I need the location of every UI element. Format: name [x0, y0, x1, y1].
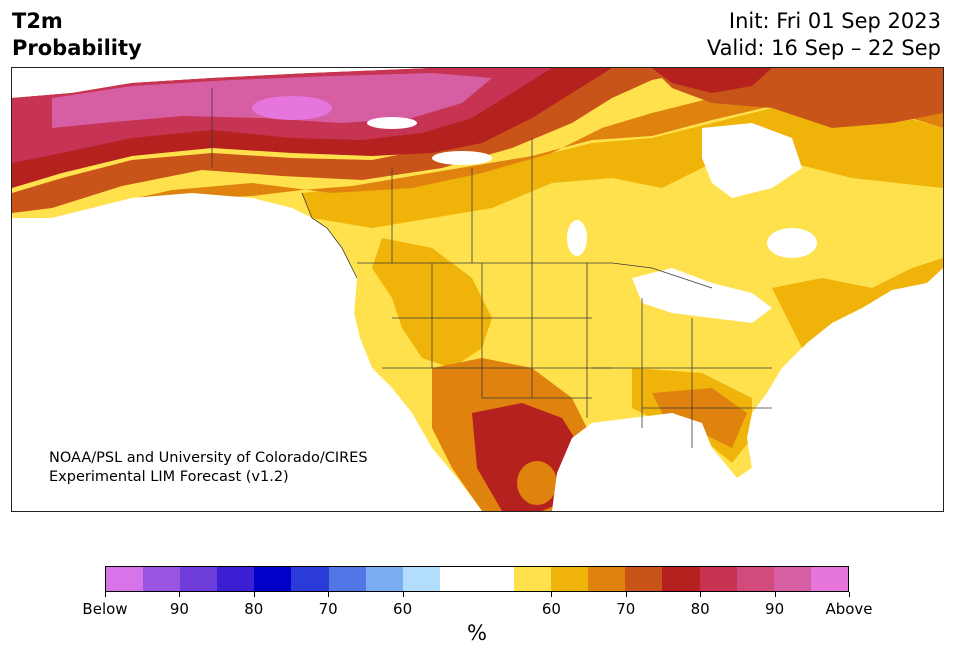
colorbar-tick-label: 80 — [244, 600, 264, 618]
map-title: T2m Probability — [12, 8, 142, 62]
lake-winnipeg — [567, 220, 587, 256]
great-slave-lake — [432, 151, 492, 165]
colorbar-segment — [514, 567, 552, 591]
colorbar-tick-mark — [700, 592, 702, 597]
atlantic-ocean — [747, 268, 943, 511]
james-bay-area — [767, 228, 817, 258]
credit-line-1: NOAA/PSL and University of Colorado/CIRE… — [49, 450, 368, 466]
colorbar-tick-mark — [328, 592, 330, 597]
colorbar-unit: % — [467, 621, 487, 645]
colorbar-tick-label: 70 — [616, 600, 636, 618]
colorbar-tick-label: Below — [82, 600, 128, 618]
gulf-of-mexico — [552, 413, 772, 511]
colorbar-segment — [773, 567, 811, 591]
colorbar-tick-label: 70 — [318, 600, 338, 618]
colorbar-tick-mark — [849, 592, 850, 597]
band-80-north — [92, 76, 943, 210]
colorbar-tick-mark — [625, 592, 627, 597]
colorbar-segment — [106, 567, 144, 591]
colorbar-tick-mark — [551, 592, 553, 597]
great-lakes — [632, 268, 772, 323]
colorbar-segment — [476, 567, 515, 591]
colorbar-tick-label: Above — [825, 600, 873, 618]
band-80-gulf — [652, 388, 747, 448]
band-peak-center — [252, 96, 332, 120]
title-line-probability: Probability — [12, 36, 142, 60]
colorbar-segment — [217, 567, 255, 591]
pacific-ocean — [12, 193, 482, 511]
colorbar-segment — [625, 567, 663, 591]
band-texas-center — [517, 461, 557, 505]
colorbar-segment — [254, 567, 292, 591]
colorbar-segment — [328, 567, 366, 591]
credit-text: NOAA/PSL and University of Colorado/CIRE… — [49, 449, 368, 487]
great-bear-lake — [367, 117, 417, 129]
colorbar — [105, 566, 849, 592]
forecast-map — [11, 67, 944, 512]
colorbar-tick-label: 80 — [690, 600, 710, 618]
colorbar-tick-label: 60 — [393, 600, 413, 618]
colorbar-segment — [439, 567, 477, 591]
band-east-arctic-core — [652, 68, 772, 93]
colorbar-tick-mark — [105, 592, 106, 597]
colorbar-segment — [291, 567, 329, 591]
colorbar-segment — [180, 567, 218, 591]
colorbar-tick-label: 60 — [541, 600, 561, 618]
colorbar-segment — [699, 567, 737, 591]
colorbar-tick-mark — [402, 592, 404, 597]
colorbar-segment — [810, 567, 848, 591]
init-date: Init: Fri 01 Sep 2023 — [728, 9, 941, 33]
credit-line-2: Experimental LIM Forecast (v1.2) — [49, 469, 289, 485]
colorbar-tick-mark — [179, 592, 181, 597]
colorbar-segment — [551, 567, 589, 591]
colorbar-segment — [402, 567, 440, 591]
colorbar-segment — [662, 567, 700, 591]
colorbar-segment — [365, 567, 403, 591]
colorbar-tick-label: 90 — [765, 600, 785, 618]
political-borders — [211, 88, 772, 448]
colorbar-tick-mark — [253, 592, 255, 597]
colorbar-tick-label: 90 — [169, 600, 189, 618]
colorbar-segment — [588, 567, 626, 591]
hudson-bay — [702, 123, 802, 198]
colorbar-segment — [736, 567, 774, 591]
forecast-dates: Init: Fri 01 Sep 2023 Valid: 16 Sep – 22… — [707, 8, 941, 62]
valid-dates: Valid: 16 Sep – 22 Sep — [706, 36, 941, 60]
colorbar-segment — [143, 567, 181, 591]
colorbar-tick-mark — [774, 592, 776, 597]
title-line-variable: T2m — [12, 9, 63, 33]
